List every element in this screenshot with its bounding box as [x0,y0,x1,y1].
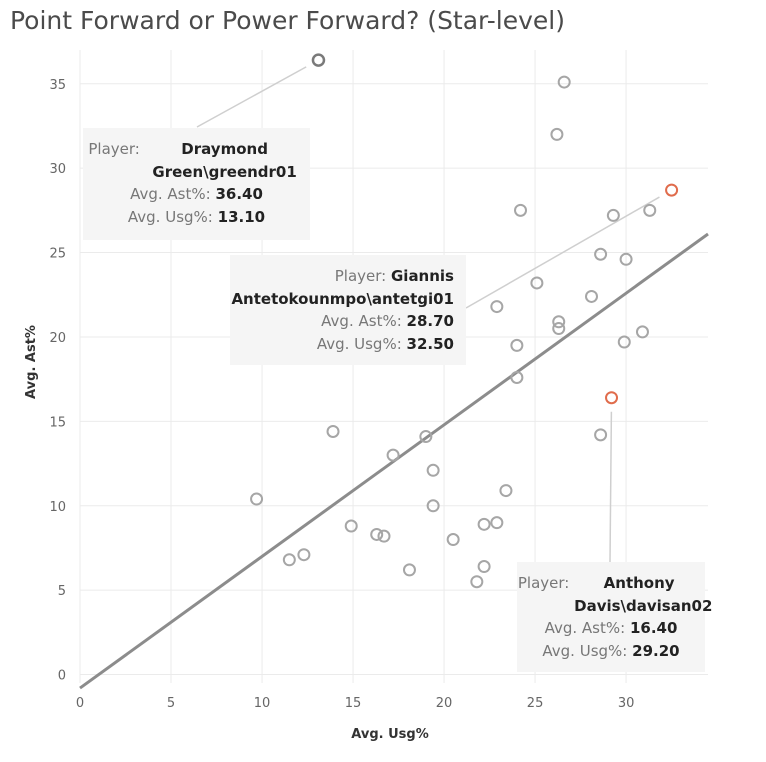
y-tick-label: 5 [58,584,66,599]
tooltip-player-name: Anthony Davis\davisan02 [574,574,713,615]
y-tick-label: 0 [58,669,66,684]
data-point [585,289,599,303]
tooltip-usg-value: 13.10 [217,207,266,226]
tooltip-draymond-green: Player: Draymond Green\greendr01 Avg. As… [83,128,310,240]
x-tick-label: 20 [436,696,453,711]
data-point [606,208,620,222]
tooltip-player-name: Giannis Antetokounmpo\antetgi01 [231,267,454,308]
tooltip-ast-label: Avg. Ast%: [544,619,626,637]
tooltip-usg-value: 32.50 [406,334,454,353]
data-point [426,463,440,477]
grid-lines [79,50,708,683]
data-point [477,517,491,531]
data-point [297,548,311,562]
data-point [446,533,460,547]
y-axis-title: Avg. Ast% [24,325,39,399]
data-point [426,499,440,513]
y-tick-label: 10 [49,500,66,515]
tooltip-anthony-davis: Player: Anthony Davis\davisan02 Avg. Ast… [517,562,713,672]
data-point [594,428,608,442]
annotation-leader-lines [196,66,660,563]
data-point [635,325,649,339]
data-point [665,183,679,197]
x-tick-label: 5 [167,696,175,711]
data-point [470,575,484,589]
y-tick-label: 35 [49,78,66,93]
x-tick-label: 25 [527,696,544,711]
data-point [550,127,564,141]
x-tick-label: 10 [254,696,271,711]
data-point [510,338,524,352]
tooltip-player-label: Player: [517,574,570,592]
data-point [617,335,631,349]
tooltip-giannis-antetokounmpo: Player: Giannis Antetokounmpo\antetgi01 … [230,255,466,365]
y-tick-label: 15 [49,415,66,430]
y-tick-label: 25 [49,247,66,262]
data-point [370,527,384,541]
data-points [250,53,679,589]
tooltip-ast-value: 36.40 [215,185,263,203]
tooltip-player-label: Player: [334,267,387,285]
tooltip-ast-value: 28.70 [406,312,454,330]
data-point [552,315,566,329]
data-point [605,391,619,405]
tooltip-player-name: Draymond Green\greendr01 [152,140,297,181]
chart-title: Point Forward or Power Forward? (Star-le… [10,6,565,35]
data-point [557,75,571,89]
y-tick-label: 20 [49,331,66,346]
tooltip-ast-value: 16.40 [629,619,678,637]
tooltip-usg-label: Avg. Usg%: [127,207,213,226]
x-axis-ticks: 0 5 10 15 20 25 30 [76,696,635,711]
data-point [377,529,391,543]
y-axis-ticks: 0 5 10 15 20 25 30 35 [49,78,66,684]
tooltip-usg-value: 29.20 [632,641,680,660]
x-tick-label: 15 [345,696,362,711]
data-point [510,370,524,384]
leader-line [609,411,613,563]
x-tick-label: 0 [76,696,84,711]
data-point [386,448,400,462]
data-point [250,492,264,506]
tooltip-ast-label: Avg. Ast%: [321,312,402,330]
data-point [311,53,326,67]
data-point [594,247,608,261]
leader-line [196,66,307,128]
tooltip-ast-label: Avg. Ast%: [130,185,211,203]
data-point [490,516,504,530]
x-tick-label: 30 [618,696,635,711]
tooltip-player-label: Player: [88,140,140,158]
y-tick-label: 30 [49,162,66,177]
data-point [402,563,416,577]
data-point [344,519,358,533]
data-point [619,252,633,266]
tooltip-usg-label: Avg. Usg%: [316,334,402,353]
data-point [552,322,566,336]
data-point [326,424,340,438]
data-point [477,560,491,574]
data-point [499,484,513,498]
data-point [643,203,657,217]
data-point [490,300,504,314]
leader-line [465,196,660,309]
data-point [282,553,296,567]
data-point [514,203,528,217]
data-point [530,276,544,290]
tooltip-usg-label: Avg. Usg%: [542,641,628,660]
data-point [419,430,433,444]
x-axis-title: Avg. Usg% [351,727,428,742]
